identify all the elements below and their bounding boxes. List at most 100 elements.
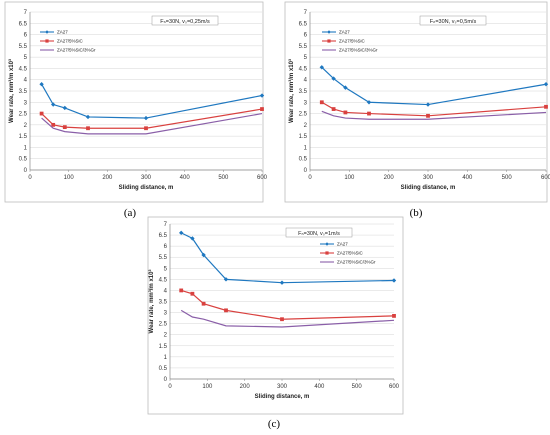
panel-label: (b) — [410, 207, 423, 219]
series-line — [321, 101, 547, 117]
y-tick-label: 1 — [164, 355, 168, 361]
series-line — [41, 112, 263, 135]
y-tick-label: 1 — [304, 145, 308, 151]
x-tick-label: 600 — [257, 175, 268, 181]
panel-label: (a) — [124, 207, 137, 219]
condition-box — [151, 15, 219, 26]
data-point-marker — [343, 110, 348, 115]
x-tick-label: 100 — [202, 384, 213, 390]
series-2 — [39, 107, 264, 131]
x-tick-label: 300 — [277, 384, 288, 390]
x-tick-label: 600 — [541, 175, 550, 181]
data-point-marker — [51, 122, 56, 127]
data-point-marker — [343, 85, 348, 90]
y-tick-label: 1.5 — [159, 344, 168, 350]
y-tick-label: 1 — [24, 145, 28, 151]
chart-panel-3: 0 0.5 1 1.5 2 2.5 3 3.5 4 4.5 5 5.5 6 6.5 7 0 100 200 300 4… — [147, 216, 404, 415]
y-tick-label: 6.5 — [299, 21, 308, 27]
data-point-marker — [144, 126, 148, 131]
legend-label: ZA27/5%SiC — [339, 39, 366, 44]
y-tick-label: 4 — [304, 78, 308, 84]
data-point-marker — [331, 76, 336, 81]
series-line — [321, 110, 547, 120]
x-tick-label: 400 — [180, 175, 191, 181]
data-point-marker — [179, 288, 184, 293]
series-line — [321, 66, 547, 106]
y-tick-label: 5.5 — [299, 44, 308, 50]
y-tick-label: 7 — [304, 10, 308, 16]
condition-box — [285, 227, 353, 238]
y-tick-label: 4.5 — [299, 66, 308, 72]
x-tick-label: 500 — [218, 175, 229, 181]
y-tick-label: 4 — [24, 78, 28, 84]
series-line — [41, 108, 263, 129]
chart-frame — [4, 1, 264, 203]
y-tick-label: 6 — [164, 244, 168, 250]
y-tick-label: 3.5 — [159, 300, 168, 306]
data-point-marker — [179, 230, 184, 236]
data-point-marker — [319, 65, 324, 70]
y-tick-label: 6.5 — [159, 233, 168, 239]
x-tick-label: 500 — [502, 175, 513, 181]
data-point-marker — [190, 291, 195, 296]
panel-label: (c) — [268, 418, 281, 430]
data-point-marker — [39, 111, 44, 116]
series-3 — [321, 110, 547, 120]
y-tick-label: 2.5 — [19, 112, 28, 118]
legend-label: ZA27/5%SiC/3%Gr — [57, 48, 96, 53]
y-tick-label: 4.5 — [19, 66, 28, 72]
chart-frame — [147, 216, 404, 415]
x-tick-label: 200 — [240, 384, 251, 390]
data-point-marker — [85, 114, 91, 120]
condition-label: Fₙ=30N, vₛ=0,5m/s — [430, 19, 477, 25]
y-tick-label: 5 — [24, 55, 28, 61]
x-tick-label: 400 — [314, 384, 325, 390]
x-tick-label: 0 — [308, 175, 312, 181]
data-point-marker — [201, 252, 206, 258]
series-line — [180, 309, 395, 328]
y-tick-label: 0 — [304, 168, 308, 174]
data-point-marker — [280, 317, 284, 322]
y-tick-label: 0.5 — [159, 366, 168, 372]
legend-label: ZA27/5%SiC/3%Gr — [339, 48, 378, 53]
y-tick-label: 4 — [164, 288, 168, 294]
series-1 — [179, 230, 397, 285]
y-tick-label: 3 — [304, 100, 308, 106]
y-tick-label: 3.5 — [299, 89, 308, 95]
x-tick-label: 400 — [462, 175, 473, 181]
legend-swatch-marker — [325, 242, 329, 246]
series-1 — [319, 65, 549, 107]
legend-swatch-marker — [327, 39, 331, 43]
x-axis-title: Sliding distance, m — [255, 394, 310, 400]
x-tick-label: 0 — [168, 384, 172, 390]
y-tick-label: 7 — [164, 222, 168, 228]
y-tick-label: 0.5 — [299, 157, 308, 163]
data-point-marker — [62, 125, 67, 130]
legend-swatch-marker — [45, 30, 49, 34]
y-axis-title: Wear rate, mm³/m x10³ — [288, 59, 295, 123]
series-3 — [41, 112, 263, 135]
series-3 — [180, 309, 395, 328]
y-tick-label: 1.5 — [19, 134, 28, 140]
legend-swatch-marker — [327, 30, 331, 34]
y-tick-label: 0.5 — [19, 157, 28, 163]
data-point-marker — [392, 313, 396, 318]
series-2 — [319, 100, 548, 118]
legend-label: ZA27/5%SiC — [337, 251, 364, 256]
y-tick-label: 2.5 — [299, 112, 308, 118]
x-axis-title: Sliding distance, m — [119, 185, 174, 191]
data-point-marker — [319, 100, 324, 105]
data-point-marker — [86, 126, 90, 131]
x-tick-label: 600 — [389, 384, 400, 390]
data-point-marker — [260, 107, 264, 111]
x-axis-title: Sliding distance, m — [401, 185, 456, 191]
y-tick-label: 5 — [164, 266, 168, 272]
data-point-marker — [426, 113, 430, 118]
y-tick-label: 0 — [164, 377, 168, 383]
legend-label: ZA27/5%SiC/3%Gr — [337, 260, 376, 265]
y-tick-label: 3.5 — [19, 89, 28, 95]
y-tick-label: 2.5 — [159, 322, 168, 328]
series-1 — [39, 82, 265, 121]
y-tick-label: 5.5 — [159, 255, 168, 261]
y-tick-label: 5.5 — [19, 44, 28, 50]
